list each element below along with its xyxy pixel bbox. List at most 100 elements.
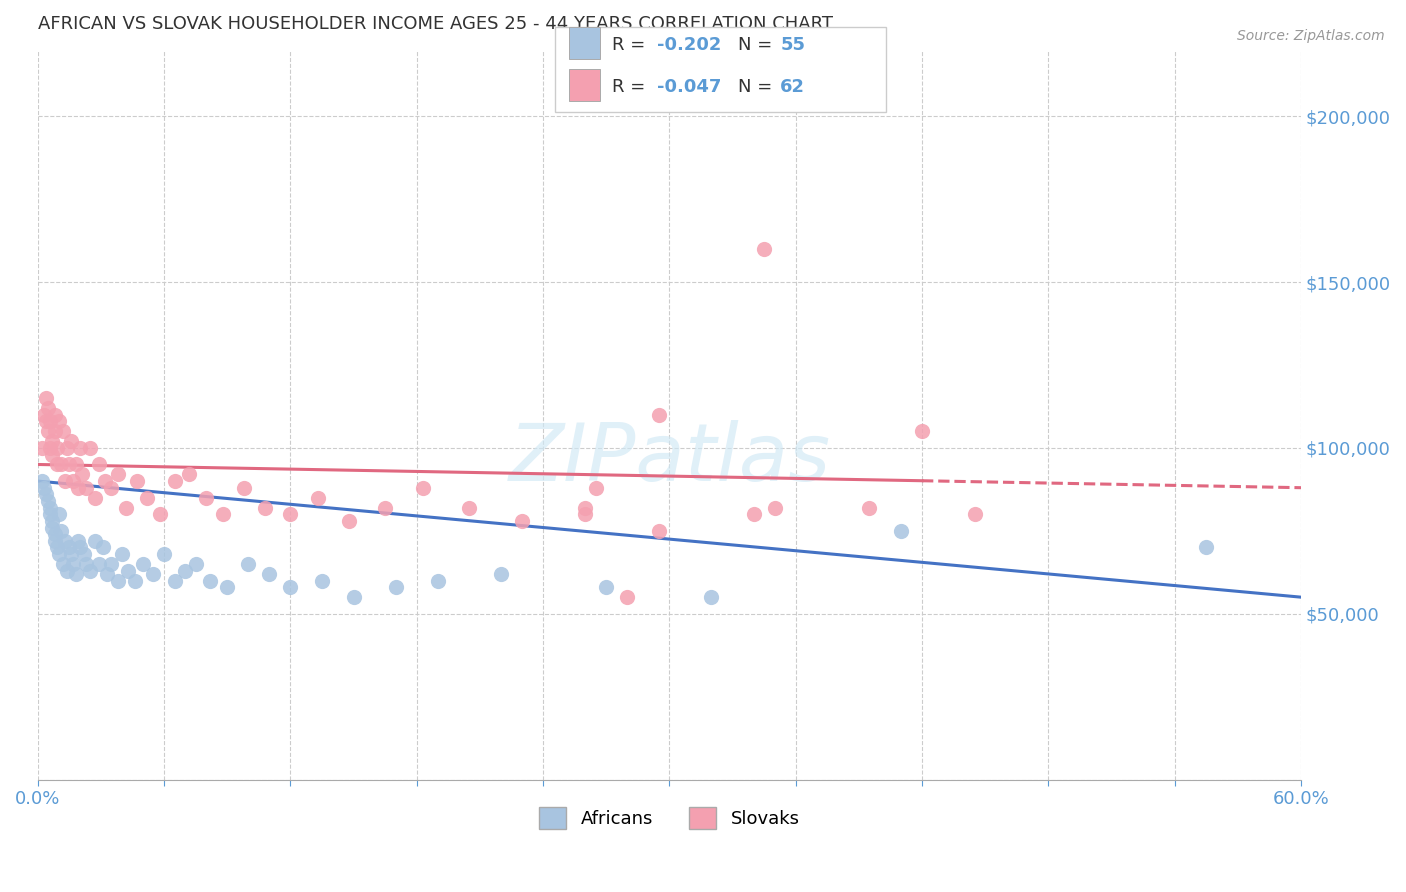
Point <box>41 448 63 462</box>
Point <box>60 434 83 449</box>
Point <box>585 481 607 495</box>
Point <box>39 414 62 428</box>
Point <box>41 520 63 534</box>
Point <box>217 580 239 594</box>
Point <box>412 481 434 495</box>
Point <box>70 467 93 482</box>
Point <box>752 242 775 256</box>
Point <box>52 425 75 439</box>
Point <box>41 434 63 449</box>
Point <box>94 474 117 488</box>
Point <box>890 524 912 538</box>
Point <box>374 500 396 515</box>
Point <box>31 474 53 488</box>
Point <box>595 580 617 594</box>
Point <box>107 467 129 482</box>
Point <box>574 500 596 515</box>
Point <box>307 491 329 505</box>
Point <box>100 481 122 495</box>
Point <box>65 458 87 472</box>
Point <box>254 500 277 515</box>
Point <box>648 524 671 538</box>
Point <box>75 481 97 495</box>
Point <box>149 508 172 522</box>
Point <box>100 557 122 571</box>
Point <box>69 441 91 455</box>
Point <box>426 574 449 588</box>
Point <box>44 408 66 422</box>
Point <box>48 547 70 561</box>
Point <box>35 414 58 428</box>
Point <box>48 508 70 522</box>
Point <box>60 547 83 561</box>
Point <box>280 508 302 522</box>
Point <box>163 474 186 488</box>
Text: -0.047: -0.047 <box>657 78 721 96</box>
Text: AFRICAN VS SLOVAK HOUSEHOLDER INCOME AGES 25 - 44 YEARS CORRELATION CHART: AFRICAN VS SLOVAK HOUSEHOLDER INCOME AGE… <box>38 15 832 33</box>
Point <box>52 557 75 571</box>
Point <box>163 574 186 588</box>
Point <box>49 458 72 472</box>
Text: 62: 62 <box>780 78 806 96</box>
Point <box>39 500 62 515</box>
Point <box>41 514 63 528</box>
Point <box>53 474 76 488</box>
Point <box>259 566 281 581</box>
Point <box>489 566 512 581</box>
Text: R =: R = <box>612 36 651 54</box>
Point <box>49 524 72 538</box>
Point <box>115 500 138 515</box>
Point <box>35 391 58 405</box>
Point <box>384 580 406 594</box>
Point <box>311 574 333 588</box>
Point <box>56 441 79 455</box>
Point <box>184 557 207 571</box>
Point <box>280 580 302 594</box>
Point <box>37 494 59 508</box>
Point <box>96 566 118 581</box>
Point <box>212 508 235 522</box>
Point <box>142 566 165 581</box>
Point <box>700 590 723 604</box>
Point <box>963 508 986 522</box>
Point <box>39 441 62 455</box>
Point <box>87 458 110 472</box>
Point <box>73 547 96 561</box>
Point <box>44 425 66 439</box>
Text: 55: 55 <box>780 36 806 54</box>
Point <box>75 557 97 571</box>
Point <box>763 500 786 515</box>
Point <box>132 557 155 571</box>
Point <box>32 408 55 422</box>
Point <box>66 481 89 495</box>
Point <box>337 514 360 528</box>
Text: ZIPatlas: ZIPatlas <box>509 419 831 498</box>
Point <box>136 491 159 505</box>
Point <box>238 557 260 571</box>
Point <box>37 401 59 415</box>
Text: Source: ZipAtlas.com: Source: ZipAtlas.com <box>1237 29 1385 43</box>
Point <box>858 500 880 515</box>
Point <box>66 533 89 548</box>
Point <box>1195 541 1218 555</box>
Point <box>574 508 596 522</box>
Point <box>65 566 87 581</box>
Text: R =: R = <box>612 78 651 96</box>
Point <box>44 527 66 541</box>
Point <box>911 425 934 439</box>
Text: -0.202: -0.202 <box>657 36 721 54</box>
Point <box>742 508 765 522</box>
Text: N =: N = <box>738 36 778 54</box>
Point <box>56 564 79 578</box>
Text: N =: N = <box>738 78 778 96</box>
Point <box>79 564 101 578</box>
Point <box>195 491 218 505</box>
Point <box>58 458 80 472</box>
Point <box>53 533 76 548</box>
Point <box>510 514 533 528</box>
Point <box>48 414 70 428</box>
Point <box>342 590 364 604</box>
Point <box>37 425 59 439</box>
Point <box>45 458 67 472</box>
Point <box>153 547 176 561</box>
